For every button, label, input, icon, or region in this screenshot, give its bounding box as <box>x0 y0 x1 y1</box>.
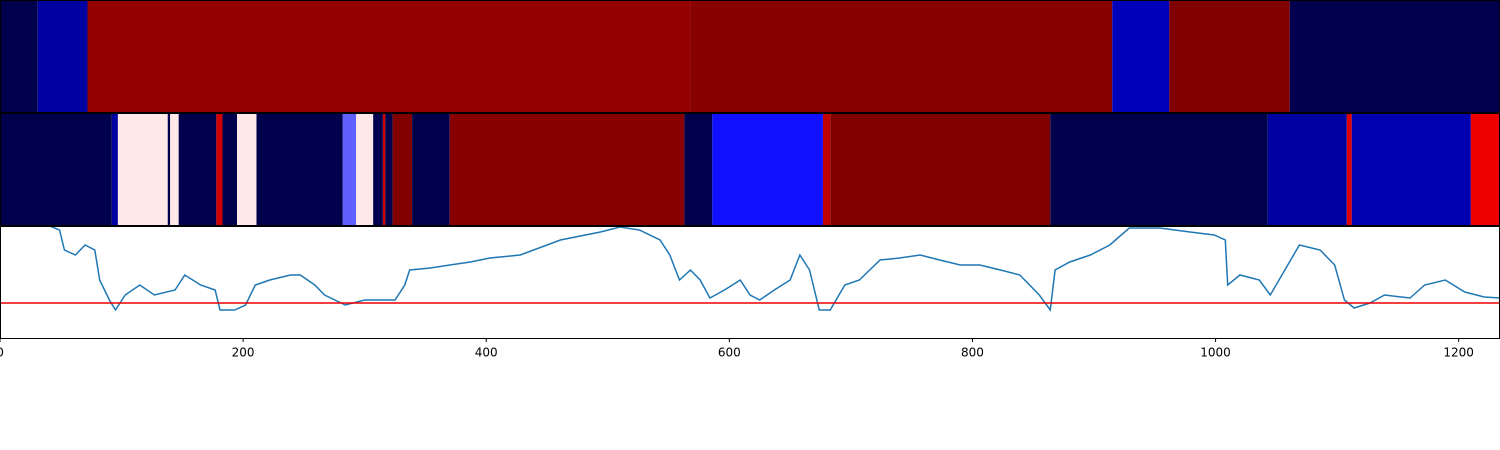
band-segment <box>684 113 713 225</box>
band-segment <box>1112 0 1170 112</box>
band-segment <box>822 113 831 225</box>
x-tick-label: 1000 <box>1200 346 1231 360</box>
band-segment <box>222 113 238 225</box>
x-tick-label: 400 <box>475 346 498 360</box>
band-segment <box>1169 0 1290 112</box>
band-segment <box>178 113 217 225</box>
band-segment <box>87 0 691 112</box>
data-line <box>0 226 1500 312</box>
panel-frame <box>0 226 1500 339</box>
band-segment <box>170 113 179 225</box>
band-segment <box>1351 113 1471 225</box>
band-segment <box>392 113 413 225</box>
x-tick-label: 600 <box>718 346 741 360</box>
band-segment <box>117 113 168 225</box>
band-segment <box>37 0 88 112</box>
band-segment <box>1470 113 1500 225</box>
band-segment <box>0 113 112 225</box>
band-segment <box>1346 113 1352 225</box>
band-segment <box>0 0 38 112</box>
band-segment <box>373 113 383 225</box>
band-segment <box>1289 0 1500 112</box>
band-segment <box>356 113 374 225</box>
band-segment <box>1267 113 1347 225</box>
band-segment <box>690 0 1113 112</box>
x-tick-label: 800 <box>961 346 984 360</box>
band-segment <box>412 113 450 225</box>
band-segment <box>256 113 343 225</box>
band-segment <box>111 113 118 225</box>
x-tick-label: 1200 <box>1443 346 1474 360</box>
band-segment <box>167 113 171 225</box>
band-segment <box>385 113 393 225</box>
band-segment <box>830 113 1051 225</box>
x-tick-label: 200 <box>232 346 255 360</box>
band-segment <box>712 113 823 225</box>
band-segment <box>382 113 386 225</box>
band-segment <box>216 113 223 225</box>
x-tick-label: 0 <box>0 346 4 360</box>
band-segment <box>342 113 357 225</box>
band-segment <box>449 113 685 225</box>
band-segment <box>237 113 257 225</box>
band-segment <box>1050 113 1268 225</box>
